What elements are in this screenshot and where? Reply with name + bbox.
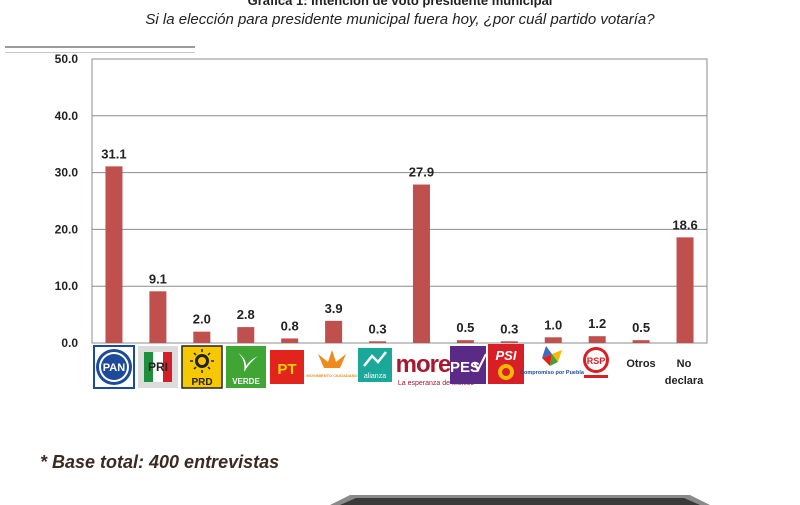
data-label-3: 2.8 [237, 307, 255, 322]
pri-logo-text: PRI [148, 360, 168, 374]
bar-2 [193, 331, 211, 343]
y-tick-label: 50.0 [55, 52, 79, 66]
bar-12 [632, 340, 650, 343]
y-tick-label: 0.0 [61, 336, 78, 350]
data-label-2: 2.0 [193, 312, 211, 327]
data-label-6: 0.3 [368, 321, 386, 336]
category-label-declara: declara [665, 375, 704, 387]
bar-3 [237, 327, 255, 343]
footer-decoration [330, 495, 710, 505]
mc-logo: MOVIMIENTO CIUDADANO [306, 350, 358, 378]
alianza-logo-text: alianza [364, 373, 386, 380]
pes-logo-text: PES [450, 359, 480, 376]
base-total-note: * Base total: 400 entrevistas [40, 452, 280, 472]
rsp-logo: RSP [583, 347, 609, 378]
data-label-1: 9.1 [149, 271, 167, 286]
bar-7 [412, 184, 430, 343]
data-label-8: 0.5 [456, 320, 474, 335]
prd-logo-text: PRD [191, 377, 212, 388]
pes-logo: PES [450, 346, 487, 384]
bar-chart: 0.0 10.0 20.0 30.0 40.0 50.0 31.1 9.1 2.0 2.8 0.8… [55, 52, 708, 389]
chart-title: Grafica 1: Intención de voto presidente … [247, 0, 553, 8]
data-label-0: 31.1 [101, 146, 126, 161]
psi-logo-text: PSI [496, 348, 517, 363]
data-label-9: 0.3 [500, 321, 518, 336]
divider-line-thin [5, 52, 195, 53]
data-label-5: 3.9 [325, 301, 343, 316]
prd-logo: PRD [181, 345, 223, 389]
morena-tagline: La esperanza de México [398, 380, 474, 387]
pan-logo-text: PAN [103, 362, 125, 374]
data-label-11: 1.2 [588, 316, 606, 331]
data-label-4: 0.8 [281, 318, 299, 333]
data-label-10: 1.0 [544, 317, 562, 332]
bar-9 [500, 341, 518, 343]
alianza-logo: alianza [358, 348, 392, 382]
bar-10 [544, 337, 562, 343]
bar-4 [281, 338, 299, 343]
bar-5 [325, 320, 343, 343]
bar-11 [588, 336, 606, 343]
bar-8 [456, 340, 474, 343]
mc-logo-text: MOVIMIENTO CIUDADANO [306, 373, 357, 378]
category-label-otros: Otros [626, 358, 655, 370]
y-axis-ticks: 0.0 10.0 20.0 30.0 40.0 50.0 [55, 52, 79, 350]
category-logos: PAN PRI PRD VERDE [93, 344, 704, 389]
verde-logo-text: VERDE [232, 377, 260, 386]
psi-logo: PSI [488, 344, 524, 384]
bars [105, 166, 694, 343]
bar-0 [105, 166, 123, 343]
bar-1 [149, 291, 167, 343]
pt-logo-text: PT [277, 361, 296, 378]
rsp-logo-text: RSP [587, 356, 606, 366]
chart-subtitle: Si la elección para presidente municipal… [145, 11, 655, 28]
compromiso-logo: Compromiso por Puebla [520, 346, 585, 376]
chart-grid [91, 58, 708, 344]
category-label-no: No [677, 358, 692, 370]
y-tick-label: 40.0 [55, 109, 79, 123]
divider-line [5, 46, 195, 48]
data-label-7: 27.9 [409, 165, 434, 180]
bar-13 [676, 237, 694, 343]
y-tick-label: 10.0 [55, 279, 79, 293]
pan-logo: PAN [93, 345, 135, 389]
data-label-13: 18.6 [672, 217, 697, 232]
plot-area-border [91, 58, 708, 344]
y-tick-label: 30.0 [55, 166, 79, 180]
bar-6 [369, 341, 387, 343]
pt-logo: PT [270, 350, 304, 384]
pri-logo: PRI [138, 346, 178, 388]
data-label-12: 0.5 [632, 320, 650, 335]
compromiso-logo-text: Compromiso por Puebla [520, 370, 585, 376]
data-labels: 31.1 9.1 2.0 2.8 0.8 3.9 0.3 27.9 0.5 0.3 1.0 1.2 0.… [101, 146, 697, 336]
verde-logo: VERDE [226, 346, 266, 388]
y-tick-label: 20.0 [55, 222, 79, 236]
